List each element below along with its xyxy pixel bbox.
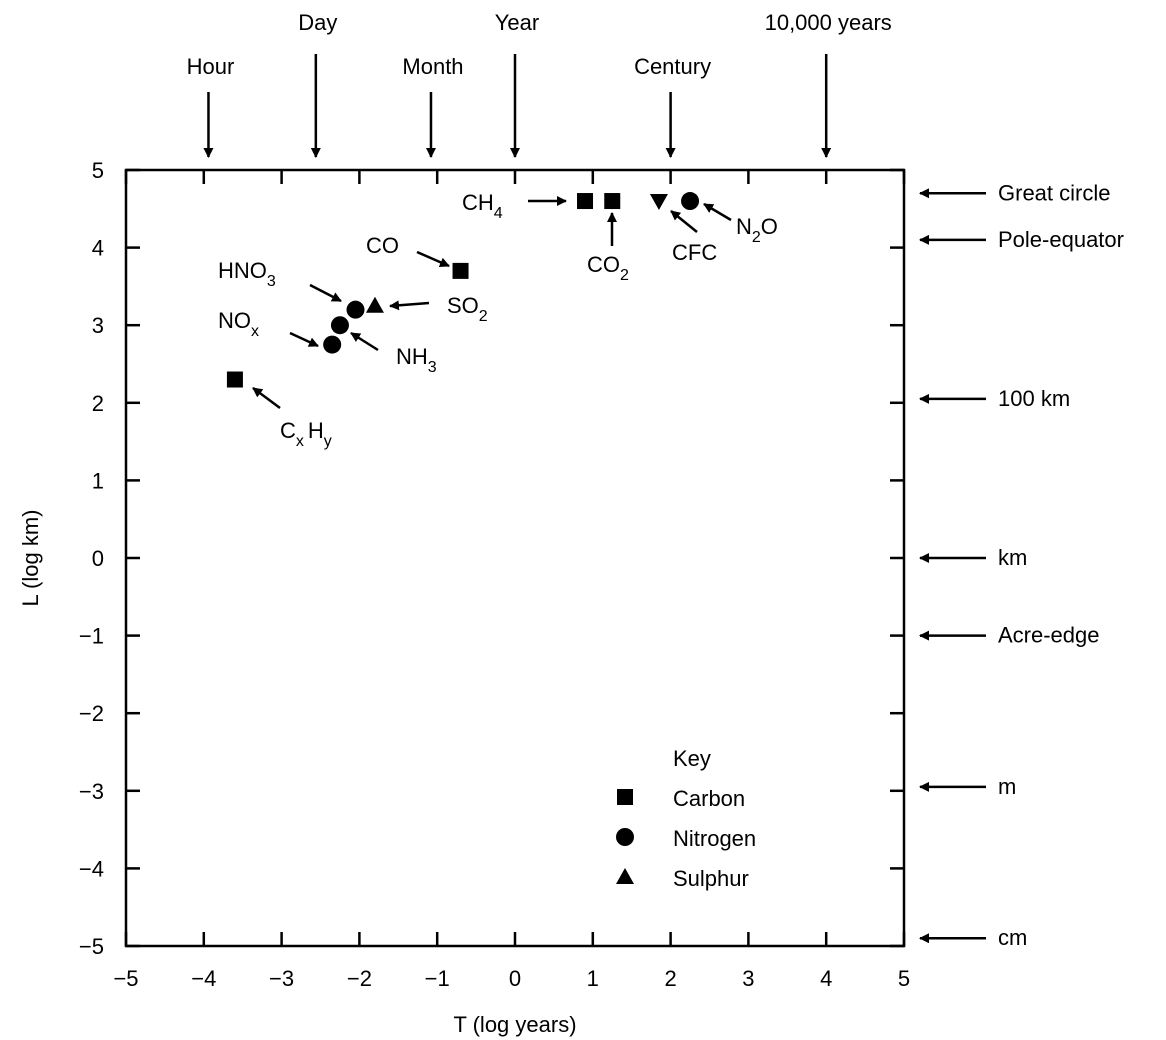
data-points [226, 192, 700, 388]
label-cxhy: Cx Hy [280, 418, 332, 450]
legend-label-nitrogen: Nitrogen [673, 826, 756, 851]
y-axis-title: L (log km) [18, 510, 43, 607]
x-tick-label: 5 [898, 966, 910, 991]
top-time-markers: Hour Day Month Year Century 10,000 years [187, 10, 892, 158]
label-cfc: CFC [672, 240, 717, 265]
right-marker-label: Pole-equator [998, 227, 1124, 252]
x-tick-label: 2 [664, 966, 676, 991]
arrow-hno3 [309, 283, 342, 303]
legend-title: Key [673, 746, 711, 771]
right-length-markers: Great circle Pole-equator 100 km km Acre-edg… [919, 180, 1124, 950]
x-tick-label: −3 [269, 966, 294, 991]
label-co: CO [366, 233, 399, 258]
right-marker-label: km [998, 545, 1027, 570]
point-cxhy [226, 371, 243, 388]
legend-marker-nitrogen [616, 828, 634, 846]
right-marker-label: Great circle [998, 180, 1110, 205]
label-co2: CO2 [587, 252, 629, 284]
point-so2 [365, 296, 384, 313]
right-marker-label: 100 km [998, 386, 1070, 411]
label-n2o: N2O [736, 214, 778, 246]
label-nox: NOx [218, 308, 259, 340]
top-marker-label: Hour [187, 54, 235, 79]
y-tick-label: −5 [79, 934, 104, 959]
top-marker-label: Month [402, 54, 463, 79]
y-tick-label: −1 [79, 624, 104, 649]
point-nh3 [330, 316, 349, 335]
arrow-so2 [389, 300, 430, 311]
x-tick-label: −4 [191, 966, 216, 991]
plot-frame [124, 168, 906, 948]
y-tick-label: 3 [92, 313, 104, 338]
top-marker-label: Year [495, 10, 539, 35]
y-tick-label: 5 [92, 158, 104, 183]
y-tick-label: 4 [92, 236, 104, 261]
label-nh3: NH3 [396, 344, 437, 376]
y-tick-label: −2 [79, 701, 104, 726]
right-marker-label: m [998, 774, 1016, 799]
y-tick-label: 1 [92, 468, 104, 493]
point-hno3 [346, 300, 365, 319]
right-marker-label: cm [998, 925, 1027, 950]
x-tick-label: 0 [509, 966, 521, 991]
top-marker-label: Day [298, 10, 337, 35]
arrow-co [416, 250, 450, 268]
legend-label-sulphur: Sulphur [673, 866, 749, 891]
point-cfc [649, 194, 668, 211]
point-ch4 [577, 193, 594, 210]
label-so2: SO2 [447, 293, 488, 325]
legend: Key Carbon Nitrogen Sulphur [616, 746, 756, 891]
point-labels: CH4 CO2 CFC N2O CO HNO3 SO2 NOx [218, 190, 778, 450]
arrow-nh3 [350, 331, 379, 352]
point-n2o [681, 192, 700, 211]
right-marker-label: Acre-edge [998, 623, 1100, 648]
y-axis: 5 4 3 2 1 0 −1 −2 −3 −4 −5 [79, 158, 904, 959]
x-axis: −5 −4 −3 −2 −1 0 1 2 3 4 5 [113, 170, 910, 991]
x-tick-label: 3 [742, 966, 754, 991]
legend-marker-sulphur [616, 868, 634, 884]
point-nox [323, 335, 342, 354]
x-tick-label: −1 [425, 966, 450, 991]
point-co [452, 262, 469, 279]
arrow-n2o [703, 202, 732, 222]
label-hno3: HNO3 [218, 258, 276, 290]
arrow-nox [289, 331, 319, 348]
x-tick-label: 4 [820, 966, 832, 991]
legend-marker-carbon [617, 789, 633, 805]
x-tick-label: −5 [113, 966, 138, 991]
point-co2 [604, 193, 621, 210]
top-marker-label: 10,000 years [765, 10, 892, 35]
y-tick-label: 0 [92, 546, 104, 571]
x-tick-label: −2 [347, 966, 372, 991]
legend-label-carbon: Carbon [673, 786, 745, 811]
y-tick-label: 2 [92, 391, 104, 416]
arrow-cfc [670, 210, 698, 233]
y-tick-label: −3 [79, 779, 104, 804]
x-tick-label: 1 [587, 966, 599, 991]
label-ch4: CH4 [462, 190, 503, 222]
arrow-cxhy [252, 386, 281, 410]
x-axis-title: T (log years) [453, 1012, 576, 1037]
top-marker-label: Century [634, 54, 711, 79]
y-tick-label: −4 [79, 856, 104, 881]
